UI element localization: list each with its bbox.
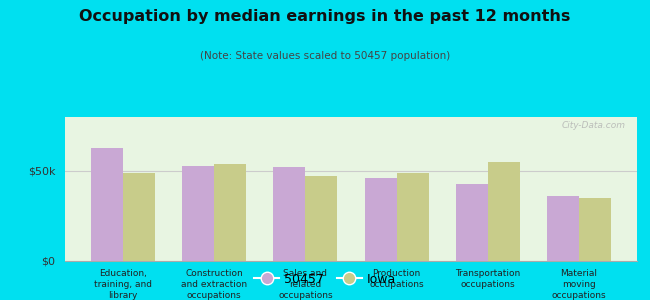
Bar — [488, 162, 520, 261]
Bar — [123, 173, 155, 261]
Bar — [456, 184, 488, 261]
Bar — [91, 148, 123, 261]
Text: Occupation by median earnings in the past 12 months: Occupation by median earnings in the pas… — [79, 9, 571, 24]
Bar — [274, 167, 305, 261]
Legend: 50457, Iowa: 50457, Iowa — [249, 268, 401, 291]
Text: City-Data.com: City-Data.com — [562, 121, 625, 130]
Bar — [182, 166, 214, 261]
Text: (Note: State values scaled to 50457 population): (Note: State values scaled to 50457 popu… — [200, 51, 450, 61]
Bar — [306, 176, 337, 261]
Bar — [365, 178, 396, 261]
Bar — [547, 196, 579, 261]
Bar — [396, 173, 428, 261]
Bar — [579, 198, 611, 261]
Bar — [214, 164, 246, 261]
